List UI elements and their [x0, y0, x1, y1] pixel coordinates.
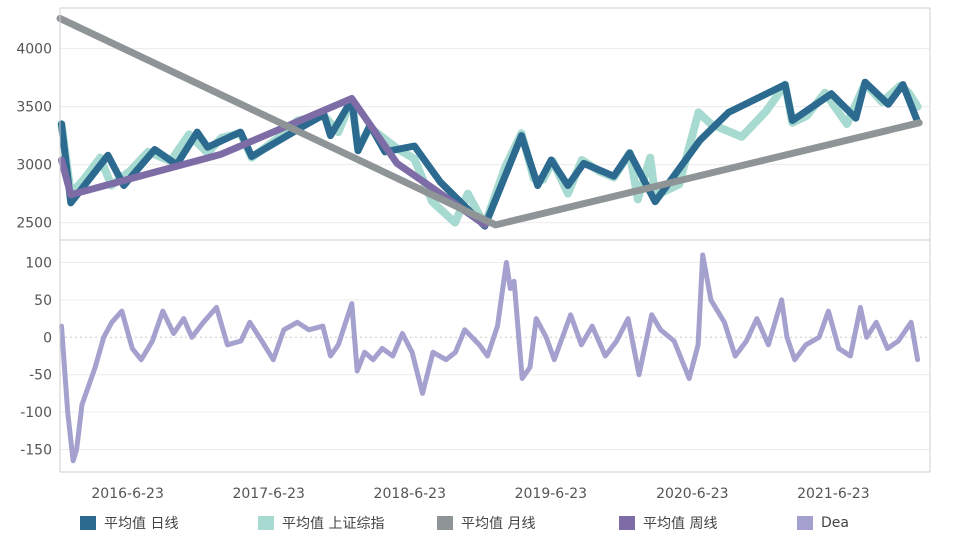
top-y-tick-label: 3000	[16, 158, 52, 174]
bottom-y-tick-label: -50	[29, 368, 52, 384]
chart-background	[0, 0, 963, 510]
legend-label: 平均值 周线	[643, 516, 718, 532]
legend-item: 平均值 周线	[619, 512, 717, 534]
legend-item: Dea	[797, 512, 849, 534]
x-tick-label: 2020-6-23	[656, 486, 728, 502]
legend-label: Dea	[821, 515, 849, 531]
series-layer	[56, 14, 923, 464]
series-line-1-0	[59, 252, 921, 464]
legend-swatch	[80, 516, 96, 530]
legend-swatch	[258, 516, 274, 530]
chart: 2500 3000 3500 4000 100 50 0 -50 -100 -150 2016-6-…	[0, 0, 963, 510]
x-tick-label: 2018-6-23	[374, 486, 446, 502]
x-tick-label: 2016-6-23	[91, 486, 163, 502]
legend-item: 平均值 上证综指	[258, 512, 384, 534]
legend-label: 平均值 月线	[461, 516, 536, 532]
bottom-y-tick-label: -150	[20, 443, 52, 459]
bottom-y-tick-label: 100	[25, 255, 52, 271]
legend-swatch	[797, 516, 813, 530]
series-line-0-2	[58, 95, 489, 229]
legend: 平均值 日线 平均值 上证综指 平均值 月线 平均值 周线 Dea	[0, 512, 963, 536]
bottom-y-tick-label: -100	[20, 405, 52, 421]
legend-item: 平均值 日线	[80, 512, 178, 534]
axis-layer: 2500 3000 3500 4000 100 50 0 -50 -100 -150 2016-6-…	[16, 7, 931, 502]
top-y-tick-label: 4000	[16, 42, 52, 58]
x-tick-label: 2019-6-23	[515, 486, 587, 502]
series-line-0-1	[58, 78, 922, 230]
legend-label: 平均值 日线	[104, 516, 179, 532]
legend-item: 平均值 月线	[437, 512, 535, 534]
bottom-y-tick-label: 50	[34, 293, 52, 309]
top-y-tick-label: 3500	[16, 100, 52, 116]
x-tick-label: 2021-6-23	[797, 486, 869, 502]
series-line-0-3	[56, 14, 923, 229]
legend-swatch	[619, 516, 635, 530]
x-tick-label: 2017-6-23	[232, 486, 304, 502]
top-y-tick-label: 2500	[16, 216, 52, 232]
legend-label: 平均值 上证综指	[282, 516, 385, 532]
bottom-y-tick-label: 0	[43, 330, 52, 346]
legend-swatch	[437, 516, 453, 530]
